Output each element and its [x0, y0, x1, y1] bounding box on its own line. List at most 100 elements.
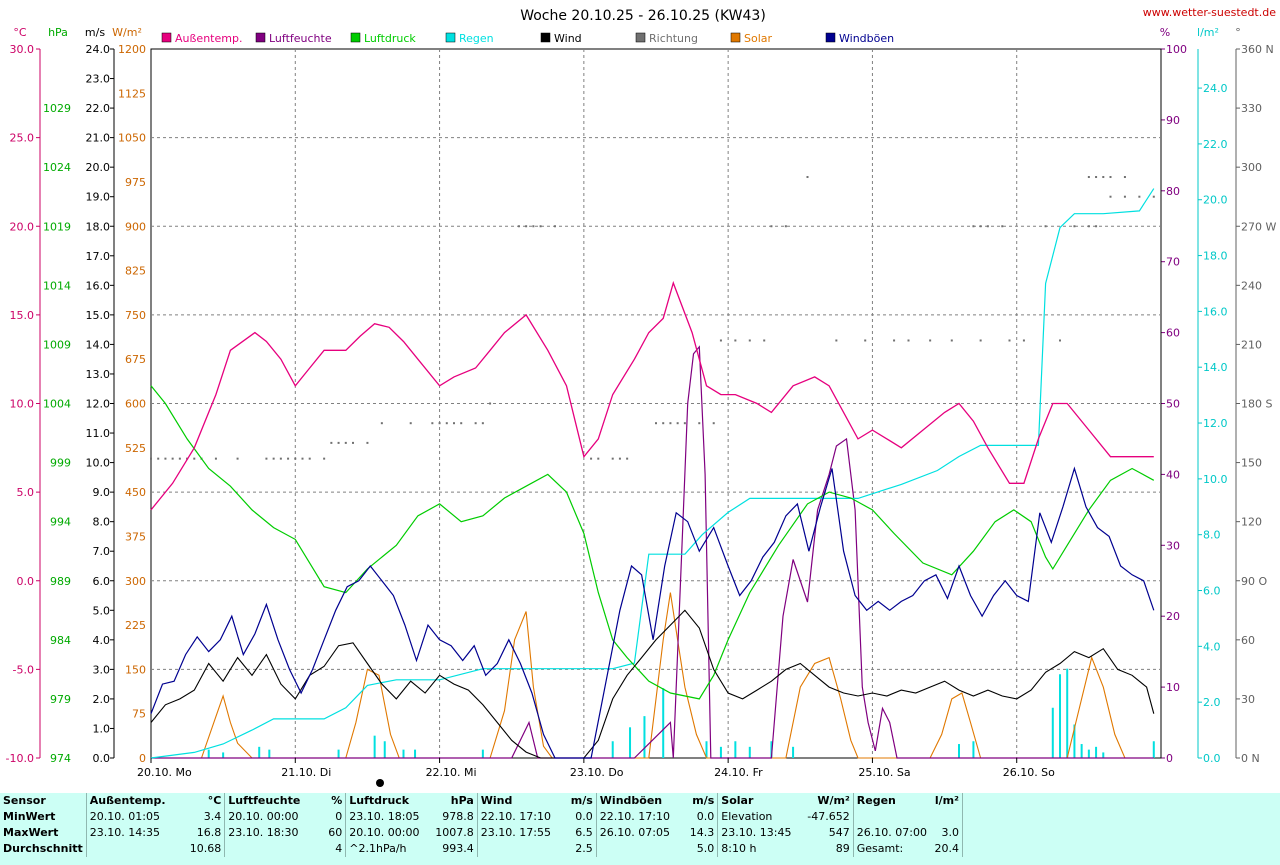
direction-point-33	[517, 225, 520, 228]
axis-unit-rain: l/m²	[1197, 26, 1219, 39]
legend-label-humidity: Luftfeuchte	[269, 32, 332, 45]
legend-swatch-rain	[445, 32, 456, 43]
direction-point-62	[950, 339, 953, 342]
rain-axis-tick-5: 14.0	[1203, 361, 1228, 374]
humidity-axis-tick-5: 50	[1166, 398, 1180, 411]
wind-axis-tick-19: 5.0	[93, 604, 111, 617]
rain-bar-0	[207, 749, 210, 758]
x-tick-label-3: 23.10. Do	[570, 766, 624, 779]
solar-axis-tick-12: 300	[125, 575, 146, 588]
legend-label-solar: Solar	[744, 32, 773, 45]
direction-axis-tick-1: 330	[1241, 102, 1262, 115]
stats-solar-duration: 8:10 h	[717, 841, 805, 857]
rain-bar-14	[705, 741, 708, 758]
direction-point-29	[460, 422, 463, 425]
direction-axis-tick-0: 360 N	[1241, 43, 1274, 56]
direction-point-57	[835, 339, 838, 342]
stats-humidity-max-value: 60	[328, 826, 343, 839]
direction-point-54	[770, 225, 773, 228]
stats-gusts-unit: m/s	[692, 794, 715, 807]
solar-axis-tick-9: 525	[125, 442, 146, 455]
legend-swatch-temp	[161, 32, 172, 43]
rain-axis-tick-1: 22.0	[1203, 138, 1228, 151]
rain-axis-tick-10: 4.0	[1203, 640, 1221, 653]
direction-point-21	[352, 441, 354, 444]
series-gusts	[150, 466, 1155, 759]
direction-point-2	[164, 457, 167, 460]
rain-bar-13	[662, 688, 665, 758]
temp-axis-tick-6: 0.0	[17, 575, 35, 588]
rain-axis-tick-4: 16.0	[1203, 305, 1228, 318]
stats-gusts-max-time: 26.10. 07:05	[595, 825, 687, 841]
rain-bar-26	[1080, 744, 1083, 758]
rain-bar-25	[1073, 724, 1076, 758]
pressure-axis-tick-6: 999	[50, 457, 71, 470]
solar-axis-tick-4: 900	[125, 220, 146, 233]
stats-temp-unit: °C	[207, 794, 222, 807]
direction-point-80	[1095, 176, 1098, 179]
wind-axis-tick-5: 19.0	[86, 191, 111, 204]
direction-point-64	[1008, 339, 1011, 342]
x-tick-label-0: 20.10. Mo	[137, 766, 192, 779]
pressure-axis-tick-4: 1009	[43, 338, 71, 351]
direction-point-20	[344, 441, 347, 444]
direction-point-31	[481, 422, 484, 425]
direction-point-0	[150, 457, 152, 460]
wind-axis-tick-9: 15.0	[86, 309, 111, 322]
stats-pressure-max-time: 20.10. 00:00	[345, 825, 433, 841]
stats-temp-avg-value: 10.68	[189, 842, 222, 855]
stats-solar-max-value: 547	[828, 826, 850, 839]
direction-point-76	[986, 225, 989, 228]
direction-point-3	[171, 457, 174, 460]
axis-unit-temp: °C	[13, 26, 27, 39]
direction-point-66	[1059, 339, 1061, 342]
direction-point-32	[489, 402, 492, 405]
stats-wind-avg-value: 2.5	[575, 842, 593, 855]
direction-axis-tick-2: 300	[1241, 161, 1262, 174]
wind-axis-tick-6: 18.0	[86, 220, 111, 233]
stats-gusts-max-value: 14.3	[689, 826, 715, 839]
stats-temp-min-time: 20.10. 01:05	[85, 809, 187, 825]
wind-axis-tick-13: 11.0	[86, 427, 111, 440]
humidity-axis-tick-6: 40	[1166, 468, 1180, 481]
rain-bar-20	[958, 744, 960, 758]
direction-axis-tick-9: 90 O	[1241, 575, 1267, 588]
legend-swatch-direction	[635, 32, 646, 43]
solar-axis-tick-14: 150	[125, 663, 146, 676]
solar-axis-tick-11: 375	[125, 530, 146, 543]
direction-point-69	[1095, 225, 1098, 228]
direction-point-4	[178, 457, 181, 460]
stats-rain-total-value: 20.4	[934, 842, 959, 855]
rain-axis-tick-8: 8.0	[1203, 529, 1221, 542]
pressure-axis-tick-0: 1029	[43, 102, 71, 115]
rain-bar-19	[792, 746, 795, 758]
rain-bar-5	[373, 735, 376, 758]
rain-bar-6	[383, 741, 386, 758]
stats-solar-name: Solar	[717, 793, 805, 809]
direction-point-72	[1138, 195, 1141, 198]
series-rain	[150, 188, 1155, 759]
stats-wind-min-value: 0.0	[575, 810, 593, 823]
x-tick-label-6: 26.10. So	[1003, 766, 1055, 779]
direction-point-83	[1123, 176, 1126, 179]
legend-swatch-pressure	[350, 32, 361, 43]
direction-point-44	[662, 422, 665, 425]
direction-point-67	[1073, 225, 1076, 228]
stats-pressure-min-time: 23.10. 18:05	[345, 809, 433, 825]
solar-axis-tick-6: 750	[125, 309, 146, 322]
chart-grid	[150, 48, 1162, 759]
direction-point-13	[287, 457, 290, 460]
stats-temp-name: Außentemp.	[85, 793, 187, 809]
direction-point-27	[445, 422, 448, 425]
stats-temp-min-value: 3.4	[203, 810, 222, 823]
source-link[interactable]: www.wetter-suestedt.de	[1143, 6, 1276, 19]
stats-humidity-avg-value: 4	[335, 842, 343, 855]
wind-axis-tick-14: 10.0	[86, 457, 111, 470]
direction-point-6	[193, 457, 196, 460]
rain-bar-23	[1059, 674, 1061, 758]
legend-swatch-wind	[540, 32, 551, 43]
direction-point-50	[719, 339, 722, 342]
direction-point-17	[323, 457, 326, 460]
direction-point-25	[431, 422, 434, 425]
direction-point-41	[618, 457, 621, 460]
